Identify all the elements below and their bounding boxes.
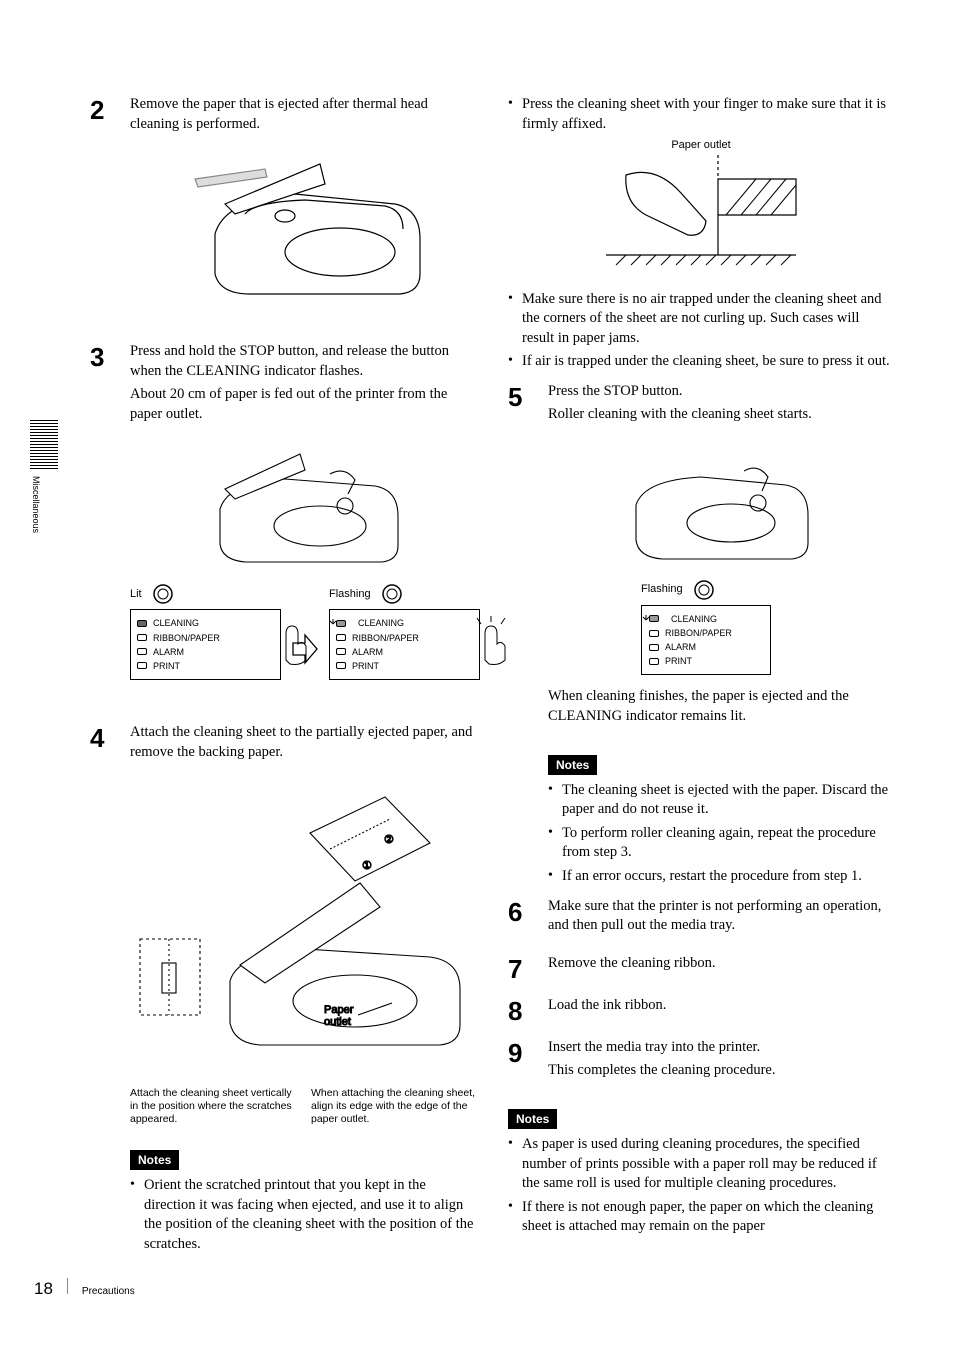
step-3-text2: About 20 cm of paper is fed out of the p… xyxy=(130,385,480,424)
step-number: 9 xyxy=(508,1038,530,1085)
step-number: 3 xyxy=(90,342,112,709)
printer-stop-button-figure xyxy=(190,434,420,569)
step-9: 9 Insert the media tray into the printer… xyxy=(508,1038,894,1085)
circle-icon xyxy=(381,583,403,605)
press-sheet-figure-wrap: Paper outlet xyxy=(508,138,894,281)
indicator-flashing-block-2: Flashing CLEANING RIBBON/PAPER ALARM PRI… xyxy=(641,579,801,676)
circle-icon xyxy=(152,583,174,605)
step-7: 7 Remove the cleaning ribbon. xyxy=(508,954,894,982)
step-4: 4 Attach the cleaning sheet to the parti… xyxy=(90,723,480,1126)
step-7-text: Remove the cleaning ribbon. xyxy=(548,954,894,974)
flashing-label: Flashing xyxy=(641,582,683,597)
step-5-after: When cleaning finishes, the paper is eje… xyxy=(548,687,894,726)
svg-text:outlet: outlet xyxy=(324,1016,351,1028)
side-tab-label: Miscellaneous xyxy=(30,476,42,533)
caption-row: Attach the cleaning sheet vertically in … xyxy=(130,1087,480,1126)
hand-release-icon xyxy=(475,616,513,668)
paper-outlet-label: Paper xyxy=(324,1004,354,1016)
side-tab-lines xyxy=(30,420,58,470)
step-2: 2 Remove the paper that is ejected after… xyxy=(90,95,480,328)
notes-block-final: Notes As paper is used during cleaning p… xyxy=(508,1099,894,1237)
right-column: Press the cleaning sheet with your finge… xyxy=(508,95,894,1258)
notes-4-list: Orient the scratched printout that you k… xyxy=(130,1176,480,1254)
flashing-label: Flashing xyxy=(329,587,371,602)
indicator-lit-block: Lit CLEANING RIBBON/PAPER ALARM PRINT xyxy=(130,583,281,680)
step-6: 6 Make sure that the printer is not perf… xyxy=(508,897,894,940)
indicator-flashing-block: Flashing CLEANING RIBBON/PAPER ALARM PRI… xyxy=(329,583,480,680)
indicator-row-wrap: Lit CLEANING RIBBON/PAPER ALARM PRINT xyxy=(130,583,480,699)
lit-label: Lit xyxy=(130,587,142,602)
caption-right: When attaching the cleaning sheet, align… xyxy=(311,1087,480,1126)
step-3-text1: Press and hold the STOP button, and rele… xyxy=(130,342,480,381)
step-6-text: Make sure that the printer is not perfor… xyxy=(548,897,894,936)
step-8-text: Load the ink ribbon. xyxy=(548,996,894,1016)
right-top-bullets: Press the cleaning sheet with your finge… xyxy=(508,95,894,134)
notes-final-list: As paper is used during cleaning procedu… xyxy=(508,1135,894,1237)
cleaning-sheet-figure: ② ① Paper outlet xyxy=(130,773,480,1073)
paper-outlet-label: Paper outlet xyxy=(508,138,894,153)
step-9-text1: Insert the media tray into the printer. xyxy=(548,1038,894,1058)
step-9-text2: This completes the cleaning procedure. xyxy=(548,1061,894,1081)
note-item: If there is not enough paper, the paper … xyxy=(508,1198,894,1237)
step-number: 2 xyxy=(90,95,112,328)
notes-5-list: The cleaning sheet is ejected with the p… xyxy=(548,781,894,887)
step-5: 5 Press the STOP button. Roller cleaning… xyxy=(508,382,894,731)
bullet-item: Make sure there is no air trapped under … xyxy=(508,290,894,349)
svg-text:①: ① xyxy=(362,860,372,872)
flash-rays-icon xyxy=(328,619,338,629)
step-3: 3 Press and hold the STOP button, and re… xyxy=(90,342,480,709)
press-sheet-figure xyxy=(596,155,806,275)
note-item: Orient the scratched printout that you k… xyxy=(130,1176,480,1254)
step-5-text2: Roller cleaning with the cleaning sheet … xyxy=(548,405,894,425)
hand-press-icon xyxy=(276,616,314,668)
page-content: 2 Remove the paper that is ejected after… xyxy=(0,0,954,1298)
note-item: The cleaning sheet is ejected with the p… xyxy=(548,781,894,820)
printer-stop-figure-2 xyxy=(616,435,826,565)
notes-badge: Notes xyxy=(548,755,597,775)
caption-left: Attach the cleaning sheet vertically in … xyxy=(130,1087,299,1126)
step-number: 5 xyxy=(508,382,530,731)
step-5-text1: Press the STOP button. xyxy=(548,382,894,402)
circle-icon xyxy=(693,579,715,601)
step-number: 8 xyxy=(508,996,530,1024)
notes-block-4: Notes Orient the scratched printout that… xyxy=(90,1140,480,1254)
note-item: As paper is used during cleaning procedu… xyxy=(508,1135,894,1194)
step-body: Press the STOP button. Roller cleaning w… xyxy=(548,382,894,731)
right-top-bullets-cont: Make sure there is no air trapped under … xyxy=(508,290,894,372)
left-column: 2 Remove the paper that is ejected after… xyxy=(90,95,480,1258)
side-tab: Miscellaneous xyxy=(30,420,58,540)
footer-divider xyxy=(67,1278,68,1294)
bullet-item: Press the cleaning sheet with your finge… xyxy=(508,95,894,134)
step-2-text: Remove the paper that is ejected after t… xyxy=(130,95,480,134)
note-item: To perform roller cleaning again, repeat… xyxy=(548,824,894,863)
notes-badge: Notes xyxy=(508,1109,557,1129)
notes-badge: Notes xyxy=(130,1150,179,1170)
step-4-text: Attach the cleaning sheet to the partial… xyxy=(130,723,480,762)
page-number: 18 xyxy=(34,1278,53,1301)
step-number: 7 xyxy=(508,954,530,982)
printer-eject-figure xyxy=(175,144,435,314)
step-body: Press and hold the STOP button, and rele… xyxy=(130,342,480,709)
step-body: Remove the paper that is ejected after t… xyxy=(130,95,480,328)
notes-block-5: Notes The cleaning sheet is ejected with… xyxy=(508,745,894,887)
note-item: If an error occurs, restart the procedur… xyxy=(548,867,894,887)
step-body: Attach the cleaning sheet to the partial… xyxy=(130,723,480,1126)
footer-section: Precautions xyxy=(82,1285,135,1299)
step-number: 6 xyxy=(508,897,530,940)
bullet-item: If air is trapped under the cleaning she… xyxy=(508,352,894,372)
svg-text:②: ② xyxy=(384,834,394,846)
flash-rays-icon xyxy=(641,615,651,625)
page-footer: 18 Precautions xyxy=(34,1278,135,1301)
step-8: 8 Load the ink ribbon. xyxy=(508,996,894,1024)
step-number: 4 xyxy=(90,723,112,1126)
